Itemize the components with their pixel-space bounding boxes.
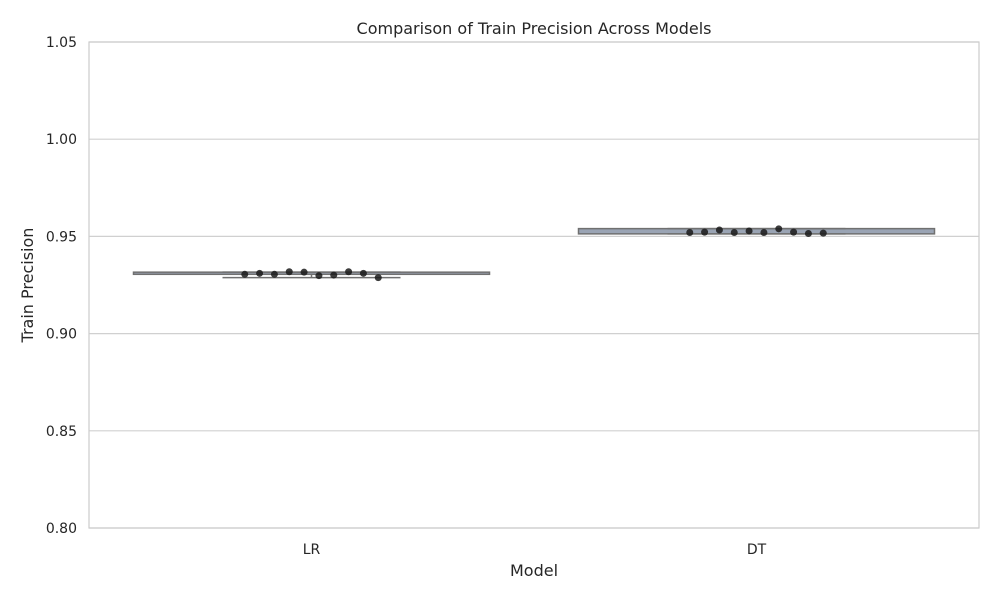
box-series	[132, 227, 936, 279]
data-point	[686, 229, 694, 237]
data-point	[345, 268, 353, 276]
x-axis-label: Model	[510, 561, 558, 580]
y-tick-label: 1.00	[46, 132, 77, 148]
data-point	[715, 226, 723, 234]
data-point	[285, 268, 293, 276]
points-dt	[686, 225, 827, 237]
data-point	[745, 227, 753, 235]
data-point	[701, 228, 709, 236]
data-point	[300, 268, 308, 276]
plot-frame	[88, 41, 980, 529]
grid-lines	[89, 41, 979, 529]
x-tick-labels: LR DT	[303, 542, 767, 558]
point-series	[241, 225, 827, 282]
data-point	[760, 229, 768, 237]
y-tick-label: 0.85	[46, 424, 77, 440]
data-point	[804, 229, 812, 237]
y-tick-labels: 0.80 0.85 0.90 0.95 1.00 1.05	[46, 35, 77, 537]
data-point	[730, 229, 738, 237]
box-lr	[132, 271, 491, 279]
y-axis-label: Train Precision	[18, 228, 37, 344]
data-point	[330, 271, 338, 279]
box-body	[577, 227, 936, 235]
y-tick-label: 0.90	[46, 327, 77, 343]
data-point	[819, 229, 827, 237]
data-point	[359, 269, 367, 277]
data-point	[315, 272, 323, 280]
data-point	[241, 270, 249, 278]
y-tick-label: 0.95	[46, 229, 77, 245]
data-point	[374, 274, 382, 282]
box-dt	[577, 227, 936, 235]
y-tick-label: 1.05	[46, 35, 77, 51]
data-point	[775, 225, 783, 233]
points-lr	[241, 268, 382, 282]
data-point	[790, 228, 798, 236]
x-tick-label: LR	[303, 542, 321, 558]
x-tick-label: DT	[747, 542, 767, 558]
data-point	[270, 270, 278, 278]
y-tick-label: 0.80	[46, 521, 77, 537]
chart-title: Comparison of Train Precision Across Mod…	[357, 19, 712, 38]
data-point	[256, 269, 264, 277]
